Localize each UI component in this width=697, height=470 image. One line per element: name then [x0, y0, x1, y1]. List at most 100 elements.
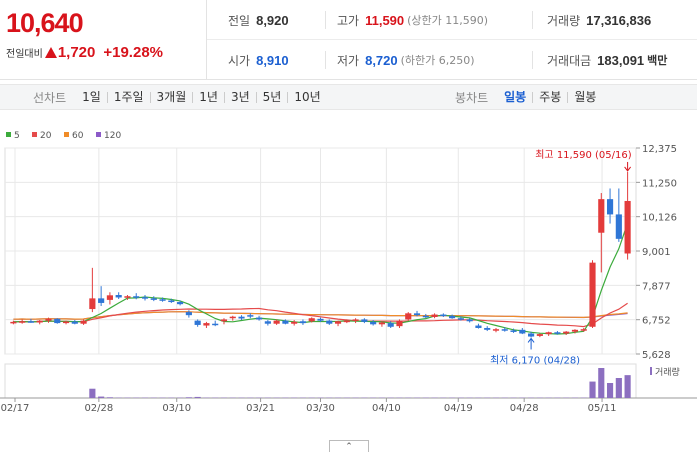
line-period-4[interactable]: 3년 — [225, 91, 257, 103]
quote-stats: 전일 8,920 고가 11,590 (상한가 11,590) 거래량 17,3… — [207, 0, 697, 80]
legend-label-5: 5 — [14, 131, 20, 141]
amount-value: 183,091 — [597, 52, 645, 68]
legend-swatch-120 — [96, 132, 101, 137]
candlestick-chart-svg: 5 20 60 120 12,375 11,250 10,126 9,001 7,877 6,75… — [0, 131, 697, 414]
candle-body — [378, 322, 385, 325]
price-chart[interactable]: 5 20 60 120 12,375 11,250 10,126 9,001 7,877 6,75… — [0, 126, 697, 456]
y-tick-label: 7,877 — [642, 281, 671, 292]
volume-label: 거래량 — [547, 13, 581, 28]
line-chart-periods: 선차트 1일 1주일 3개월 1년 3년 5년 10년 — [33, 85, 327, 109]
candle-body — [370, 321, 377, 325]
line-period-6[interactable]: 10년 — [294, 89, 321, 104]
prev-close-value: 8,920 — [256, 12, 289, 28]
line-period-3[interactable]: 1년 — [193, 91, 225, 103]
volume-frame — [4, 363, 637, 399]
candle-body — [80, 320, 87, 324]
candle-body — [203, 323, 210, 326]
candle-period-1[interactable]: 주봉 — [533, 91, 569, 103]
candle-body — [475, 325, 482, 328]
candle-body — [466, 319, 473, 322]
open-price: 시가 8,910 — [228, 40, 289, 80]
legend-label-120: 120 — [104, 131, 121, 141]
candle-body — [326, 320, 333, 324]
candle-chart-periods: 봉차트 일봉 주봉 월봉 — [455, 85, 602, 109]
high-annotation: 최고 11,590 (05/16) — [535, 149, 631, 161]
amount-unit: 백만 — [647, 54, 668, 67]
volume-legend-swatch — [650, 367, 652, 375]
candle-period-2[interactable]: 월봉 — [574, 89, 597, 104]
candle-body — [545, 332, 552, 335]
candle-body — [264, 321, 271, 324]
candle-body — [449, 315, 456, 319]
candle-body — [492, 329, 500, 331]
price-change: 전일대비 1,720 +19.28% — [6, 44, 163, 61]
candle-body — [413, 313, 421, 316]
candle-period-0[interactable]: 일봉 — [498, 91, 534, 103]
open-label: 시가 — [228, 53, 251, 68]
change-percent: +19.28% — [103, 44, 163, 61]
y-tick-label: 5,628 — [642, 350, 671, 361]
candle-body — [229, 316, 236, 319]
candle-body — [528, 333, 535, 337]
line-period-5[interactable]: 5년 — [257, 91, 289, 103]
candle-body — [615, 214, 622, 239]
y-tick-label: 9,001 — [642, 247, 671, 258]
candle-body — [457, 318, 464, 320]
candle-body — [431, 314, 438, 317]
line-period-1[interactable]: 1주일 — [108, 91, 151, 103]
candle-body — [150, 298, 157, 300]
candle-body — [89, 298, 96, 310]
open-value: 8,910 — [256, 52, 289, 68]
x-tick-label: 04/19 — [444, 403, 473, 414]
amount-label: 거래대금 — [547, 53, 592, 68]
candle-body — [19, 321, 26, 323]
y-tick-label: 12,375 — [642, 144, 677, 155]
candle-body — [624, 200, 631, 254]
high-price: 고가 11,590 (상한가 11,590) — [337, 0, 488, 40]
candle-chart-label: 봉차트 — [455, 90, 489, 105]
x-tick-label: 04/28 — [510, 403, 539, 414]
candle-body — [212, 323, 219, 326]
x-tick-label: 03/10 — [162, 403, 191, 414]
candle-body — [115, 295, 122, 298]
line-chart-label: 선차트 — [33, 90, 67, 105]
up-triangle-icon — [44, 47, 57, 58]
candle-body — [71, 321, 78, 324]
candle-body — [606, 199, 614, 215]
line-period-0[interactable]: 1일 — [76, 91, 108, 103]
candle-body — [159, 299, 166, 301]
stats-row-1: 전일 8,920 고가 11,590 (상한가 11,590) 거래량 17,3… — [207, 0, 697, 40]
candle-body — [273, 320, 280, 324]
line-period-2[interactable]: 3개월 — [151, 91, 194, 103]
high-arrow-head — [624, 166, 632, 172]
candle-body — [405, 313, 412, 320]
upper-limit: (상한가 11,590) — [407, 14, 489, 27]
candle-body — [299, 321, 307, 324]
candle-body — [536, 334, 543, 336]
candle-body — [27, 321, 35, 323]
candle-body — [168, 300, 175, 303]
quote-panel: 10,640 전일대비 1,720 +19.28% 전일 8,920 고가 11… — [0, 0, 697, 80]
volume-bar — [89, 388, 96, 398]
legend-label-60: 60 — [72, 131, 84, 141]
volume-value: 17,316,836 — [586, 12, 652, 28]
volume-bar — [598, 368, 605, 398]
collapse-chart-button[interactable]: ⌃ — [329, 440, 369, 452]
candle-body — [484, 327, 491, 330]
candle-body — [317, 318, 324, 321]
candle-body — [62, 321, 70, 324]
candle-body — [563, 331, 570, 334]
candle-body — [554, 332, 561, 334]
candle-body — [361, 319, 368, 322]
candle-body — [194, 320, 201, 325]
candle-body — [580, 329, 587, 331]
candle-body — [282, 320, 289, 324]
volume-bar — [624, 375, 631, 398]
candle-body — [343, 320, 350, 323]
candle-body — [98, 298, 105, 303]
candle-body — [510, 330, 517, 332]
candle-body — [247, 315, 254, 317]
candle-body — [220, 319, 228, 322]
candle-body — [238, 316, 245, 319]
volume-bar — [615, 378, 622, 398]
